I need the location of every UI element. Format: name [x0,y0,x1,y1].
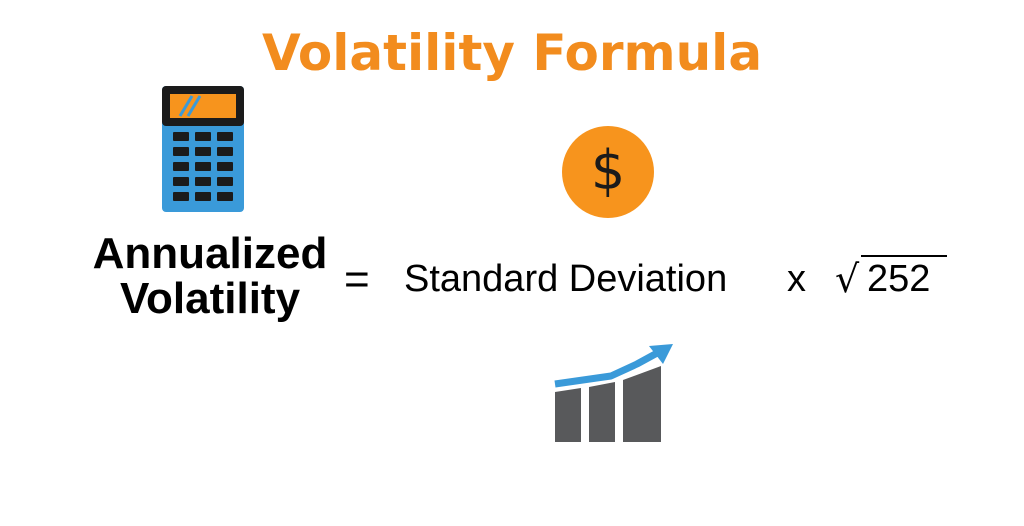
multiply-operator: x [787,258,806,300]
equals-sign: = [344,255,370,304]
square-root-bar [861,255,947,257]
dollar-coin-icon: $ [561,125,655,219]
page-title: Volatility Formula [261,24,763,82]
dollar-glyph: $ [591,139,625,202]
calculator-icon [162,86,244,212]
radicand-value: 252 [867,258,931,300]
standard-deviation-term: Standard Deviation [404,258,728,300]
bar-chart-growth-icon [551,342,675,446]
lhs-line-2: Volatility [119,274,301,323]
formula-lhs: Annualized Volatility [60,231,360,321]
square-root-symbol: √ [835,257,860,301]
lhs-line-1: Annualized [92,229,328,278]
